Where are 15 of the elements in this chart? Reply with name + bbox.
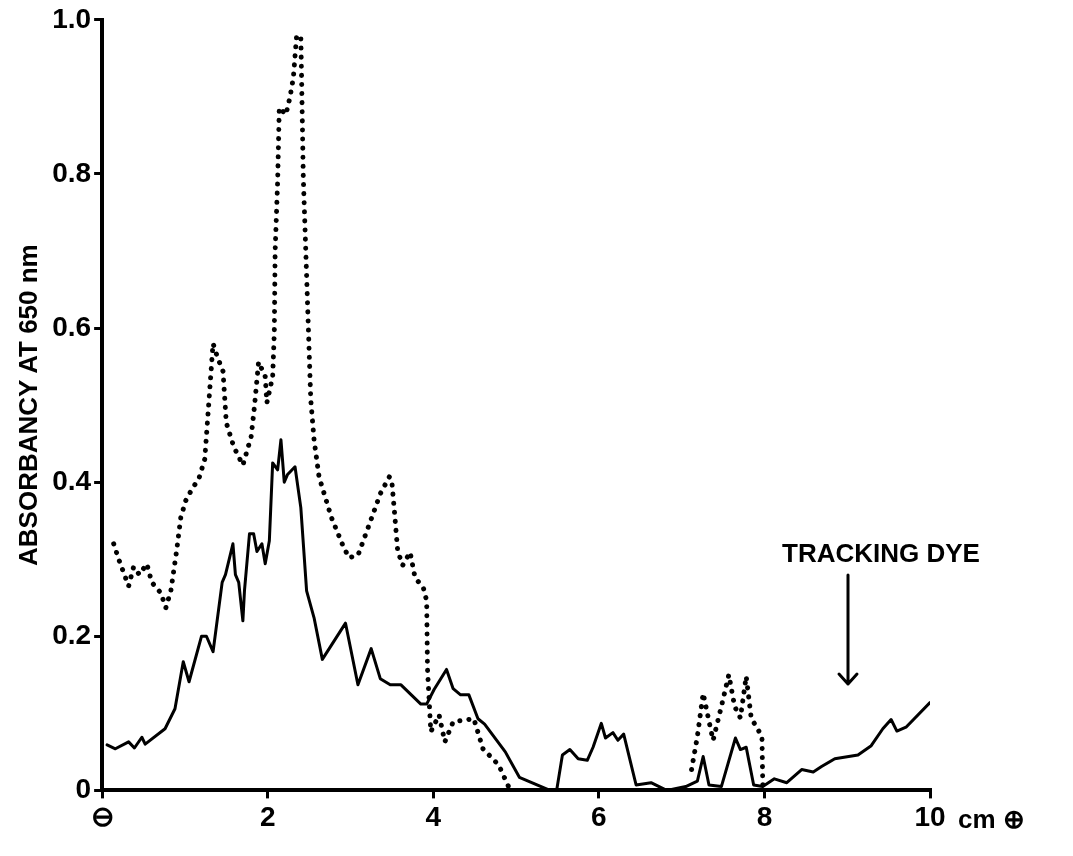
y-axis-title: ABSORBANCY AT 650 nm [12, 244, 43, 566]
x-tick-label: 6 [591, 800, 607, 832]
y-tick-label: 0.4 [52, 464, 92, 496]
x-tick-label: ⊖ [90, 800, 114, 832]
x-tick-label: 8 [756, 800, 773, 832]
y-tick-label: 0.2 [52, 619, 92, 650]
x-tick-label: 10 [914, 800, 946, 832]
y-tick-label: 0.8 [52, 156, 92, 188]
annotation: TRACKING DYE [782, 537, 980, 568]
y-tick-label: 0.6 [52, 310, 92, 342]
y-tick-label: 1.0 [52, 2, 92, 34]
x-axis-title: cm ⊕ [958, 803, 1025, 834]
x-tick-label: 4 [425, 800, 442, 832]
y-tick-label: 0 [75, 773, 92, 805]
x-tick-label: 2 [259, 800, 276, 832]
